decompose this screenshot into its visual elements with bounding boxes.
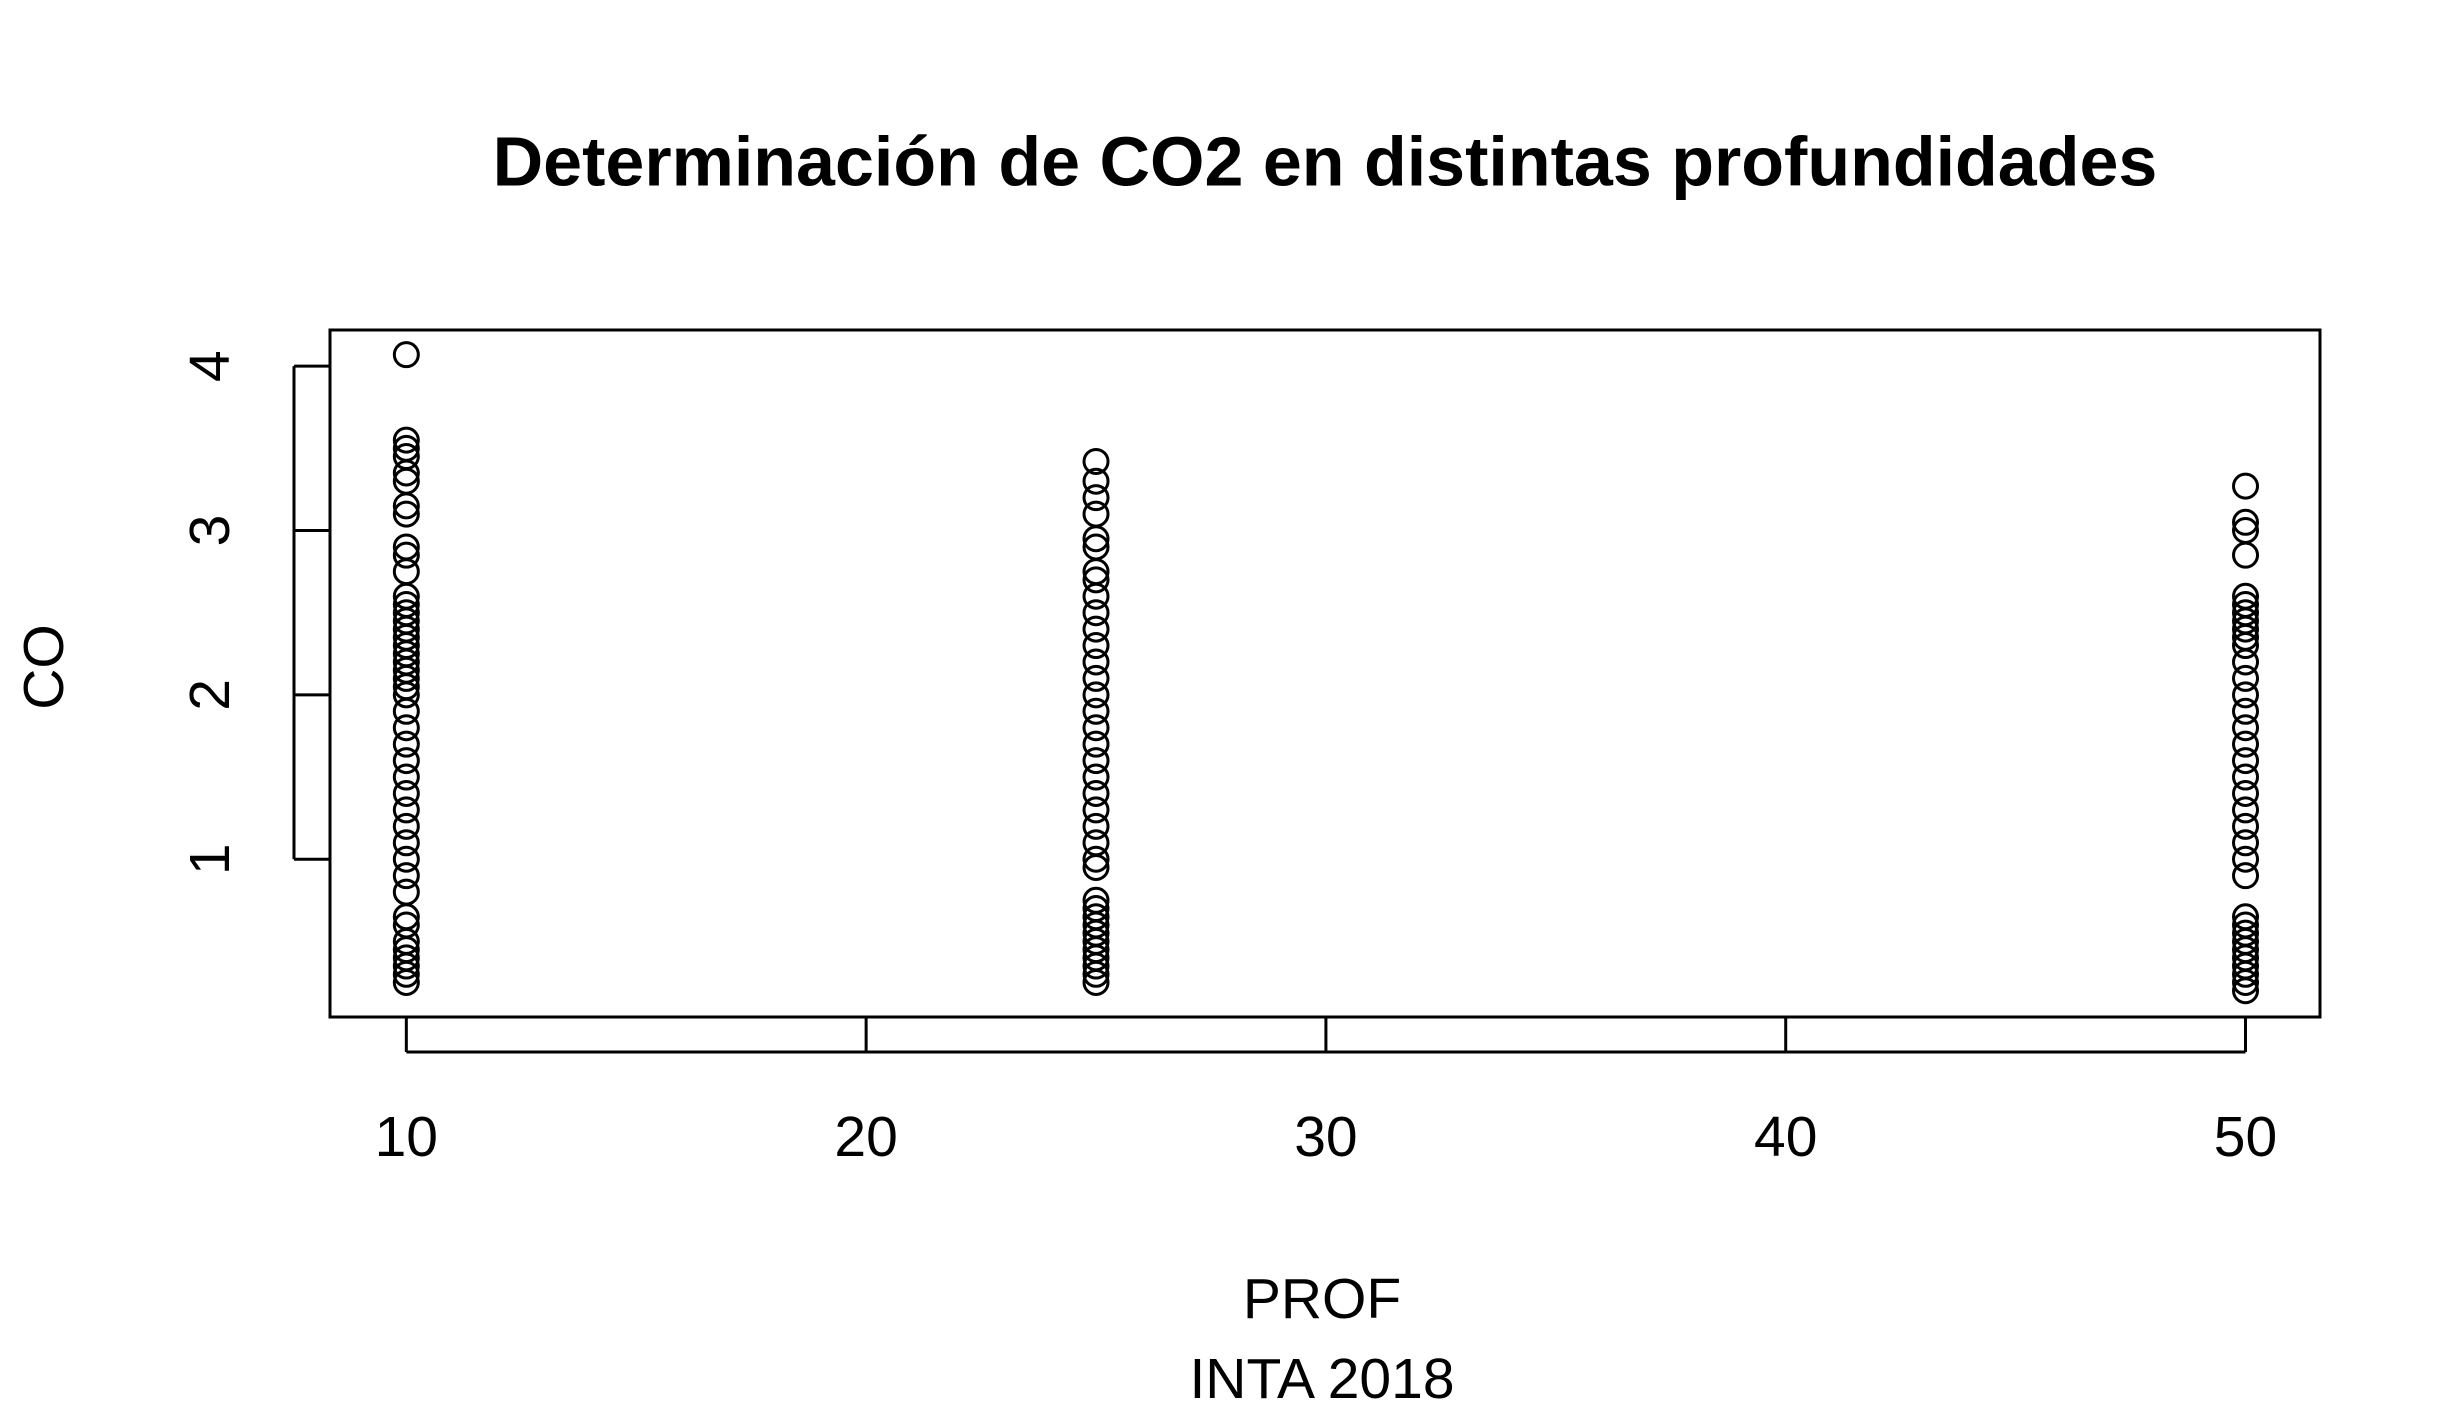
point: [1082, 960, 1110, 988]
point: [1082, 615, 1110, 643]
y-tick-label: 2: [178, 679, 242, 711]
point: [2232, 812, 2260, 840]
x-tick-label: 20: [834, 1105, 897, 1169]
x-tick-label: 30: [1294, 1105, 1357, 1169]
point: [2232, 714, 2260, 742]
point: [392, 426, 420, 454]
point: [2232, 845, 2260, 873]
point: [392, 500, 420, 528]
point: [1082, 632, 1110, 660]
point: [392, 779, 420, 807]
point: [2232, 862, 2260, 890]
point: [392, 714, 420, 742]
point: [2232, 508, 2260, 536]
point: [1082, 681, 1110, 709]
point: [1082, 968, 1110, 996]
point: [2232, 829, 2260, 857]
y-tick-label: 4: [178, 350, 242, 382]
point: [1082, 714, 1110, 742]
point: [2232, 779, 2260, 807]
point: [1082, 599, 1110, 627]
point: [1082, 796, 1110, 824]
y-axis-label: CO: [12, 624, 76, 710]
point: [1082, 763, 1110, 791]
point: [392, 960, 420, 988]
point: [392, 341, 420, 369]
point: [1082, 447, 1110, 475]
point: [1082, 664, 1110, 692]
point: [392, 747, 420, 775]
chart-title: Determinación de CO2 en distintas profun…: [493, 122, 2158, 200]
point: [2232, 615, 2260, 643]
point: [1082, 845, 1110, 873]
point: [392, 952, 420, 980]
y-tick-label: 1: [178, 843, 242, 875]
point: [2232, 472, 2260, 500]
x-axis-label: PROF: [1243, 1267, 1401, 1331]
point: [2232, 632, 2260, 660]
point: [392, 812, 420, 840]
point: [1082, 697, 1110, 725]
point: [2232, 648, 2260, 676]
point: [392, 862, 420, 890]
point: [392, 697, 420, 725]
point: [392, 681, 420, 709]
point: [1082, 730, 1110, 758]
point: [2232, 977, 2260, 1005]
point: [392, 459, 420, 487]
point: [392, 968, 420, 996]
point: [392, 730, 420, 758]
point: [2232, 697, 2260, 725]
point: [1082, 812, 1110, 840]
point: [1082, 648, 1110, 676]
point: [1082, 484, 1110, 512]
point: [1082, 525, 1110, 553]
point: [2232, 796, 2260, 824]
x-tick-label: 40: [1754, 1105, 1817, 1169]
point: [392, 829, 420, 857]
point: [392, 763, 420, 791]
point: [2232, 541, 2260, 569]
point: [392, 541, 420, 569]
point: [2232, 763, 2260, 791]
point: [392, 664, 420, 692]
x-tick-label: 10: [375, 1105, 438, 1169]
point: [392, 845, 420, 873]
point: [392, 796, 420, 824]
point: [1082, 779, 1110, 807]
point: [2232, 730, 2260, 758]
point: [1082, 582, 1110, 610]
point: [2232, 960, 2260, 988]
point: [1082, 853, 1110, 881]
point: [2232, 968, 2260, 996]
point: [1082, 467, 1110, 495]
x-tick-label: 50: [2214, 1105, 2277, 1169]
point: [2232, 747, 2260, 775]
point: [2232, 681, 2260, 709]
point: [1082, 747, 1110, 775]
point: [392, 492, 420, 520]
point: [1082, 952, 1110, 980]
point: [1082, 566, 1110, 594]
caption: INTA 2018: [1189, 1347, 1454, 1411]
y-tick-label: 3: [178, 515, 242, 547]
point: [2232, 664, 2260, 692]
